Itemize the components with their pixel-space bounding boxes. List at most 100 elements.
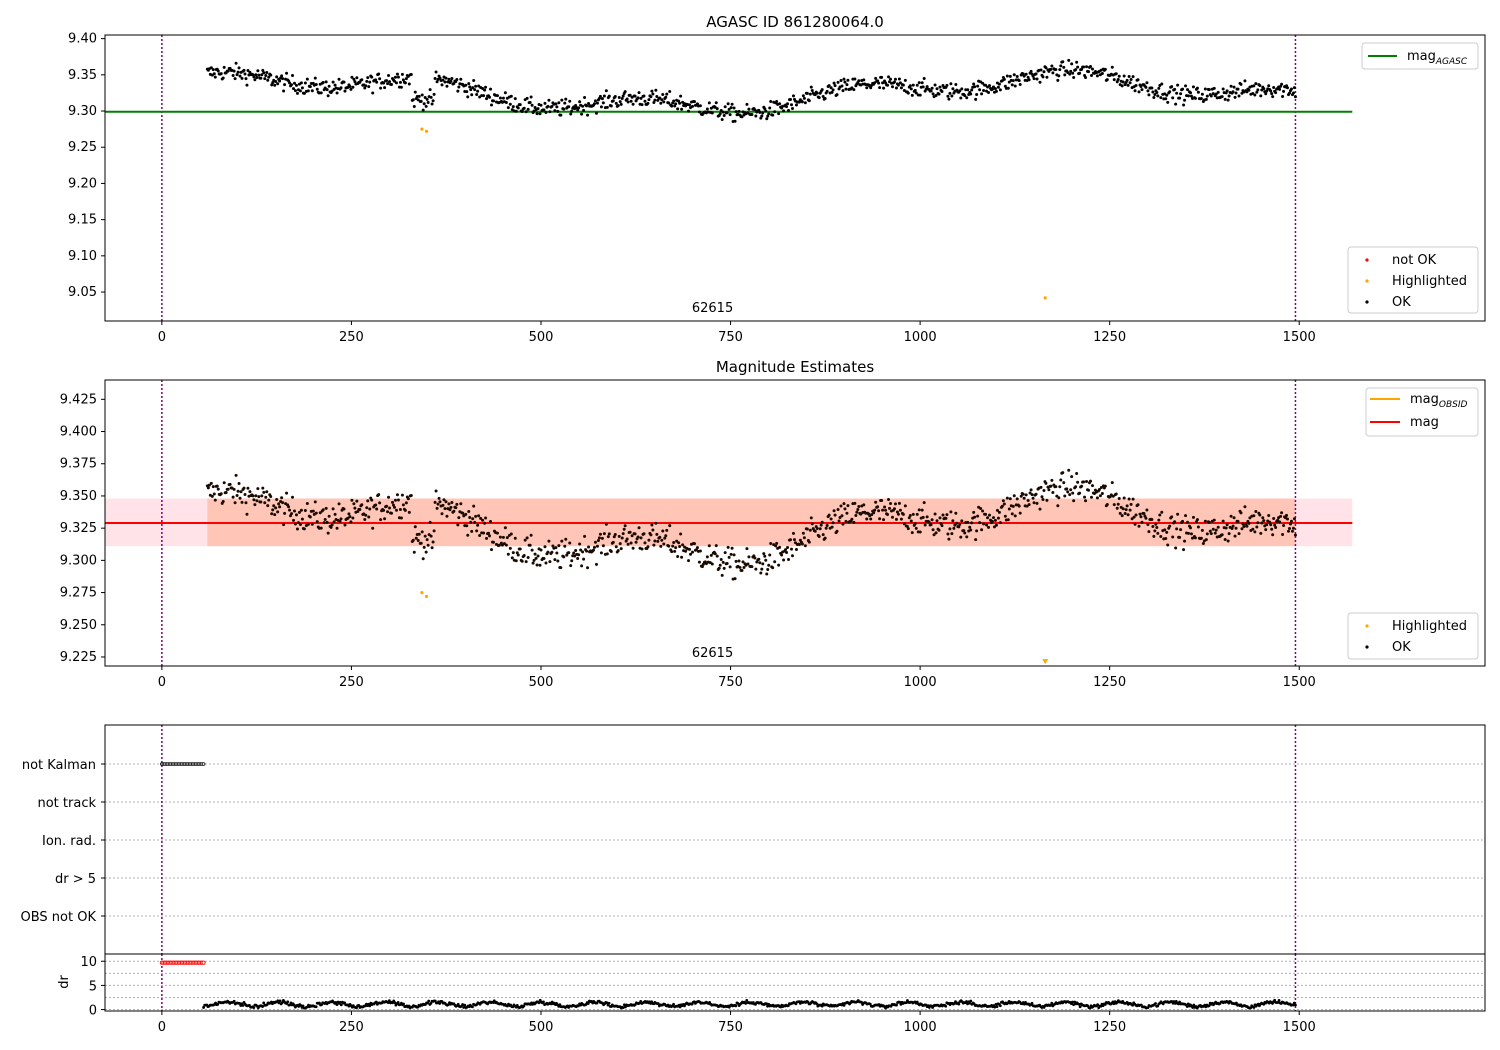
ok-point <box>1006 86 1010 90</box>
ok-point <box>626 542 630 546</box>
ok-point <box>982 89 986 93</box>
dr-point <box>276 999 280 1003</box>
ok-point <box>662 542 666 546</box>
ok-point <box>963 531 967 535</box>
ok-point <box>1187 94 1191 98</box>
ok-point <box>1165 530 1169 534</box>
ok-point <box>288 81 292 85</box>
ok-point <box>955 521 959 525</box>
ok-point <box>730 546 734 550</box>
ok-point <box>658 535 662 539</box>
ok-point <box>475 92 479 96</box>
ok-point <box>1273 523 1277 527</box>
ok-point <box>542 556 546 560</box>
ok-point <box>1274 91 1278 95</box>
ok-point <box>1122 74 1126 78</box>
ok-point <box>555 105 559 109</box>
ok-point <box>970 521 974 525</box>
ok-point <box>605 105 609 109</box>
ok-point <box>488 95 492 99</box>
ok-point <box>674 546 678 550</box>
ok-point <box>1239 82 1243 86</box>
ok-point <box>842 77 846 81</box>
ok-point <box>256 487 260 491</box>
x-tick-label: 1250 <box>1093 675 1126 690</box>
ok-point <box>259 500 263 504</box>
ok-point <box>707 544 711 548</box>
ok-point <box>302 527 306 531</box>
ok-point <box>1152 534 1156 538</box>
y-tick-label: 9.325 <box>60 521 97 536</box>
ok-point <box>1164 537 1168 541</box>
ok-point <box>337 77 341 81</box>
ok-point <box>1121 80 1125 84</box>
ok-point <box>655 94 659 98</box>
dr-point <box>1277 999 1281 1002</box>
ok-point <box>275 75 279 79</box>
ok-point <box>385 504 389 508</box>
ok-point <box>1032 77 1036 81</box>
ok-point <box>984 512 988 516</box>
ok-point <box>1208 529 1212 533</box>
ok-point <box>850 86 854 90</box>
ok-point <box>844 519 848 523</box>
ok-point <box>665 528 669 532</box>
legend-label: mag <box>1407 49 1436 64</box>
ok-point <box>954 83 958 87</box>
ok-point <box>559 566 563 570</box>
dr-point <box>621 1006 625 1010</box>
ok-point <box>469 88 473 92</box>
ok-point <box>987 90 991 94</box>
ok-point <box>252 75 256 79</box>
dr-point <box>1096 1003 1100 1007</box>
ok-point <box>876 79 880 83</box>
ok-point <box>1098 494 1102 498</box>
ok-point <box>236 70 240 74</box>
ok-point <box>285 491 289 495</box>
ok-point <box>901 512 905 516</box>
ok-point <box>1125 504 1129 508</box>
ok-point <box>841 89 845 93</box>
ok-point <box>422 102 426 106</box>
ok-point <box>436 502 440 506</box>
ok-point <box>1156 94 1160 98</box>
ok-point <box>665 92 669 96</box>
ok-point <box>291 87 295 91</box>
ok-point <box>606 535 610 539</box>
ok-point <box>368 80 372 84</box>
ok-point <box>720 573 724 577</box>
ok-point <box>760 567 764 571</box>
ok-point <box>888 506 892 510</box>
ok-point <box>1007 80 1011 84</box>
ok-point <box>1280 82 1284 86</box>
ok-point <box>466 95 470 99</box>
dr-point <box>280 1001 284 1005</box>
ok-point <box>484 85 488 89</box>
ok-point <box>678 545 682 549</box>
flag-point <box>201 762 206 766</box>
y-tick-label: 9.15 <box>68 213 97 228</box>
legend-label-ok: OK <box>1392 295 1411 310</box>
ok-point <box>375 80 379 84</box>
ok-point <box>525 96 529 100</box>
ok-point <box>1034 72 1038 76</box>
ok-point <box>629 99 633 103</box>
ok-point <box>974 97 978 101</box>
ok-point <box>310 89 314 93</box>
ok-point <box>280 74 284 78</box>
ok-point <box>378 77 382 81</box>
ok-point <box>426 101 430 105</box>
ok-point <box>413 525 417 529</box>
ok-point <box>431 540 435 544</box>
ok-point <box>438 500 442 504</box>
ok-point <box>915 83 919 87</box>
ok-point <box>338 519 342 523</box>
ok-point <box>846 504 850 508</box>
ok-point <box>1195 86 1199 90</box>
ok-point <box>441 78 445 82</box>
ok-point <box>482 531 486 535</box>
ok-point <box>391 500 395 504</box>
ok-point <box>296 521 300 525</box>
ok-point <box>616 549 620 553</box>
ok-point <box>838 516 842 520</box>
